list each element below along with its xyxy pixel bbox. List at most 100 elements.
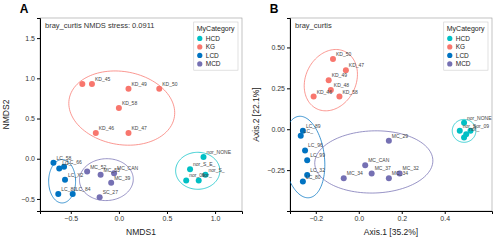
x-axis-line — [41, 212, 243, 215]
y-tick: 0.0 — [25, 155, 40, 162]
legend-item: LCD — [447, 52, 469, 59]
point-label: MC_39 — [114, 175, 130, 181]
y-tick-label: 0.0 — [25, 155, 35, 162]
x-tick-label: 0.0 — [115, 215, 125, 222]
point-label: KD_50 — [336, 51, 352, 57]
y-tick: 1.5 — [25, 35, 40, 42]
y-axis-line — [37, 19, 41, 212]
y-tick-label: 0.5 — [25, 115, 35, 122]
y-tick-mark — [37, 78, 40, 79]
x-axis: −0.2 0.0 0.2 0.4 — [291, 211, 493, 222]
y-tick-mark — [37, 119, 40, 120]
point-label: LC_99 — [310, 152, 325, 158]
point-label: KD_58 — [122, 100, 138, 106]
x-tick-label: 0.2 — [397, 215, 407, 222]
point-label: MC_CAN — [368, 157, 390, 163]
legend-label: LCD — [206, 52, 219, 59]
y-tick-label: 1.5 — [25, 35, 35, 42]
panel-label: B — [270, 2, 279, 16]
y-tick: 0.25 — [271, 85, 290, 92]
point-label: KD_50 — [162, 81, 178, 87]
x-tick-mark — [316, 211, 317, 214]
x-tick: 0.5 — [163, 211, 173, 222]
panel: −0.2 0.0 0.2 0.4 −0.25 0.00 0.25 0.50 nor_NONEno… — [251, 2, 493, 237]
legend-box — [444, 22, 488, 70]
point-label: LC_66 — [67, 159, 82, 165]
point-label: KD_46 — [317, 89, 333, 95]
legend-items: MyCategoryHCDKGLCDMCD — [447, 25, 485, 67]
x-axis: −0.50.00.51.0 — [41, 211, 243, 222]
x-tick-mark — [215, 211, 216, 214]
legend-title: MyCategory — [447, 25, 485, 33]
y-tick: 0.00 — [271, 126, 290, 133]
point-label: MC_34 — [347, 170, 363, 176]
x-tick-label: 0.5 — [163, 215, 173, 222]
point-label: LC_84 — [76, 186, 91, 192]
x-tick: 0.4 — [440, 211, 450, 222]
marks — [49, 71, 220, 203]
y-tick-mark — [37, 199, 40, 200]
figure: −0.50.00.51.0−0.50.00.51.01.5nor_NONEnor… — [0, 0, 500, 239]
legend-item: HCD — [197, 35, 220, 42]
point-label: MC_32 — [403, 165, 419, 171]
legend-label: MCD — [456, 60, 471, 67]
x-tick-mark — [359, 211, 360, 214]
x-tick-mark — [402, 211, 403, 214]
y-tick-label: −0.25 — [267, 167, 285, 174]
y-tick: 0.5 — [25, 115, 40, 122]
x-tick: −0.2 — [309, 211, 323, 222]
point-label: nor_NONE — [467, 115, 492, 121]
point-label: LC_80 — [306, 174, 321, 180]
plot-frame — [40, 18, 242, 211]
point-label: KD_49 — [131, 81, 147, 87]
legend-item: MCD — [197, 60, 221, 67]
x-axis-title: Axis.1 [35.2%] — [364, 227, 418, 237]
legend-item: KG — [197, 43, 215, 50]
point-label: MC_CAN — [117, 165, 139, 171]
y-tick-label: 1.0 — [25, 75, 35, 82]
point-label: nor_09 — [474, 123, 490, 129]
y-tick-label: 0.25 — [271, 85, 285, 92]
legend-item: LCD — [197, 52, 219, 59]
title: bray_curtis — [295, 21, 332, 30]
plot-frame — [290, 18, 492, 211]
y-axis-title: NMDS2 — [1, 99, 11, 129]
legend-marker — [447, 36, 452, 41]
x-tick-label: −0.2 — [309, 215, 323, 222]
y-tick-mark — [37, 38, 40, 39]
legend: MyCategoryHCDKGLCDMCD — [194, 22, 238, 70]
point-label: MC_37 — [375, 165, 391, 171]
x-axis-line — [291, 212, 493, 215]
y-tick-mark — [287, 88, 290, 89]
y-tick-mark — [287, 47, 290, 48]
y-axis: −0.50.00.51.01.5 — [21, 19, 40, 212]
y-tick: 0.50 — [271, 44, 290, 51]
y-tick-mark — [287, 129, 290, 130]
x-tick: 0.0 — [354, 211, 364, 222]
y-tick: 1.0 — [25, 75, 40, 82]
marks — [290, 49, 476, 197]
legend-marker — [197, 61, 202, 66]
legend-box — [194, 22, 238, 70]
point-series — [183, 154, 208, 183]
y-tick: −0.25 — [267, 167, 290, 174]
legend-item: HCD — [447, 35, 470, 42]
point-label: KD_49 — [332, 72, 348, 78]
point-label: LC_32 — [310, 167, 325, 173]
y-axis-line — [287, 19, 291, 212]
y-tick-label: 0.50 — [271, 44, 285, 51]
x-tick-mark — [445, 211, 446, 214]
y-tick-mark — [287, 170, 290, 171]
point-labels: nor_NONEnor_S_E_nor_S_nor_09nor_KD_45KD_… — [56, 76, 231, 195]
x-tick: 0.2 — [397, 211, 407, 222]
y-tick-mark — [37, 159, 40, 160]
point-series — [50, 160, 75, 197]
legend-marker — [197, 53, 202, 58]
x-axis-title: NMDS1 — [126, 227, 156, 237]
legend-label: MCD — [206, 60, 221, 67]
point-label: KD_58 — [342, 89, 358, 95]
panel: −0.50.00.51.0−0.50.00.51.01.5nor_NONEnor… — [1, 2, 243, 237]
x-tick-mark — [71, 211, 72, 214]
x-tick: 0.0 — [115, 211, 125, 222]
x-tick: −0.5 — [64, 211, 78, 222]
